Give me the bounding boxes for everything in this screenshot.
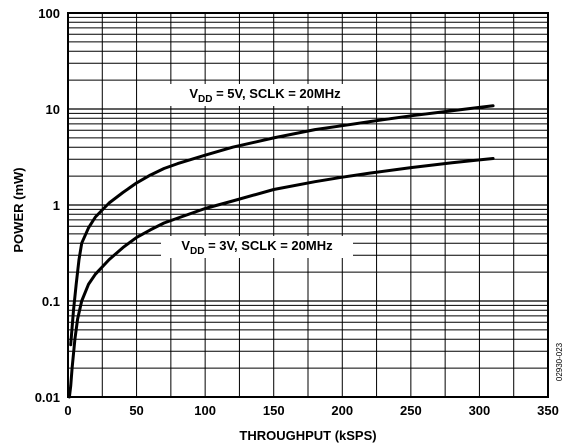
tick-labels: 0 50 100 150 200 250 300 350 0.01 0.1 1 10 100 xyxy=(35,6,559,418)
figure-code: 02930-023 xyxy=(555,342,564,381)
x-axis-title: THROUGHPUT (kSPS) xyxy=(239,428,376,443)
annotation-background xyxy=(169,84,361,106)
y-tick-label: 0.1 xyxy=(42,294,60,309)
x-tick-label: 100 xyxy=(194,403,216,418)
annotation-label-1: VDD = 5V, SCLK = 20MHz xyxy=(189,86,341,105)
plot-frame xyxy=(67,12,549,398)
annotation-background xyxy=(161,236,353,258)
y-tick-label: 0.01 xyxy=(35,390,60,405)
x-tick-label: 0 xyxy=(64,403,71,418)
x-tick-label: 350 xyxy=(537,403,559,418)
x-tick-label: 200 xyxy=(331,403,353,418)
annotation-label-2: VDD = 3V, SCLK = 20MHz xyxy=(181,238,333,257)
x-tick-label: 150 xyxy=(263,403,285,418)
x-tick-label: 50 xyxy=(129,403,143,418)
curves xyxy=(67,104,495,399)
x-tick-label: 300 xyxy=(469,403,491,418)
series-line-1 xyxy=(69,104,495,347)
y-tick-label: 100 xyxy=(38,6,60,21)
grid xyxy=(67,13,549,398)
x-tick-label: 250 xyxy=(400,403,422,418)
y-tick-label: 1 xyxy=(53,198,60,213)
series-line-2 xyxy=(67,157,495,399)
annotations: VDD = 5V, SCLK = 20MHz VDD = 3V, SCLK = 2… xyxy=(161,84,361,258)
y-tick-label: 10 xyxy=(46,102,60,117)
y-axis-title: POWER (mW) xyxy=(11,167,26,252)
